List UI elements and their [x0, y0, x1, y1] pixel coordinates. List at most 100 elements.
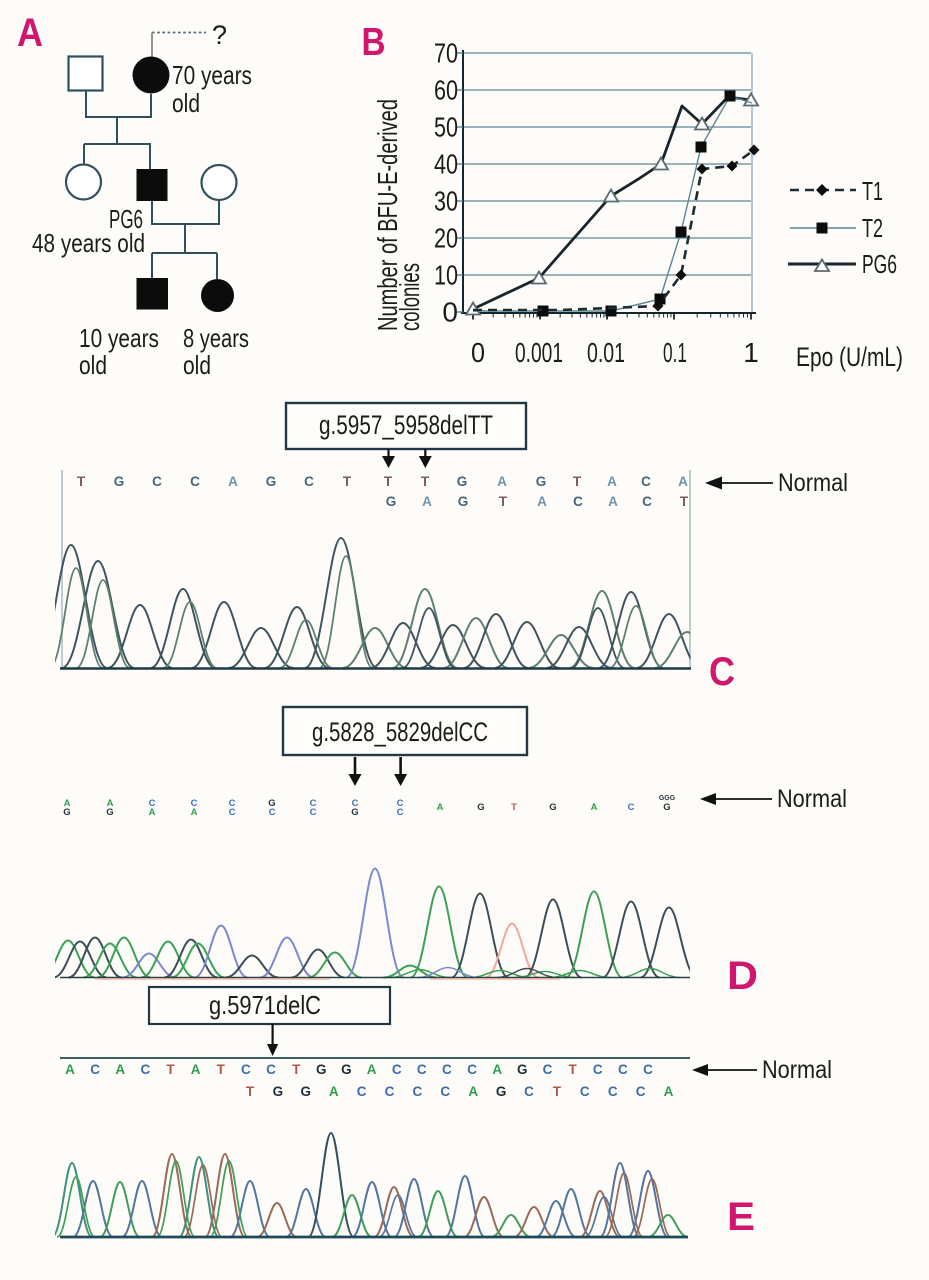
svg-text:GGG: GGG — [659, 795, 676, 802]
svg-text:G: G — [663, 802, 670, 813]
svg-text:A: A — [191, 1062, 201, 1077]
svg-text:T: T — [292, 1062, 301, 1077]
svg-text:60: 60 — [434, 75, 458, 106]
svg-text:G: G — [458, 494, 469, 509]
svg-text:A: A — [492, 1062, 502, 1077]
svg-text:10 years: 10 years — [79, 323, 159, 353]
svg-text:C: C — [241, 1062, 251, 1077]
svg-text:A: A — [664, 1084, 674, 1099]
svg-text:g.5971delC: g.5971delC — [209, 990, 321, 1020]
svg-text:C: C — [385, 1084, 395, 1099]
svg-text:C: C — [643, 1062, 653, 1077]
svg-text:C: C — [628, 802, 635, 813]
svg-text:C: C — [266, 1062, 276, 1077]
svg-text:Normal: Normal — [762, 1056, 832, 1084]
svg-text:PG6: PG6 — [862, 249, 897, 279]
svg-text:C: C — [467, 1062, 477, 1077]
svg-text:C: C — [642, 494, 652, 509]
svg-text:T: T — [343, 474, 352, 489]
svg-text:A: A — [65, 1062, 75, 1077]
svg-text:A: A — [678, 474, 688, 489]
svg-text:Number of BFU-E-derived: Number of BFU-E-derived — [372, 99, 403, 331]
svg-text:T: T — [680, 494, 689, 509]
svg-text:C: C — [608, 1084, 618, 1099]
svg-text:0.1: 0.1 — [663, 337, 687, 368]
svg-text:A: A — [422, 494, 432, 509]
svg-text:T: T — [553, 1084, 562, 1099]
svg-text:A: A — [149, 807, 156, 818]
svg-text:T: T — [384, 474, 393, 489]
svg-text:G: G — [477, 802, 484, 813]
svg-text:C: C — [152, 474, 162, 489]
svg-text:old: old — [183, 350, 211, 380]
svg-text:48 years old: 48 years old — [32, 228, 145, 258]
svg-text:C: C — [149, 798, 156, 809]
svg-text:A: A — [191, 807, 198, 818]
svg-text:C: C — [543, 1062, 553, 1077]
svg-text:C: C — [709, 650, 735, 694]
svg-text:70: 70 — [434, 38, 458, 69]
svg-text:D: D — [727, 954, 758, 998]
svg-text:E: E — [727, 1195, 755, 1239]
svg-text:T: T — [511, 802, 517, 813]
svg-text:C: C — [636, 1084, 646, 1099]
svg-text:T2: T2 — [862, 213, 883, 243]
svg-text:A: A — [329, 1084, 339, 1099]
svg-text:C: C — [641, 474, 651, 489]
svg-text:G: G — [549, 802, 556, 813]
svg-text:A: A — [64, 798, 71, 809]
svg-text:T: T — [421, 474, 430, 489]
svg-text:G: G — [316, 1062, 327, 1077]
svg-text:C: C — [269, 807, 276, 818]
svg-text:T: T — [499, 494, 508, 509]
svg-text:C: C — [229, 798, 236, 809]
svg-text:old: old — [172, 88, 200, 118]
svg-text:C: C — [397, 798, 404, 809]
svg-text:C: C — [524, 1084, 534, 1099]
svg-text:C: C — [397, 807, 404, 818]
svg-text:T: T — [246, 1084, 255, 1099]
svg-text:A: A — [107, 798, 114, 809]
svg-text:1: 1 — [743, 337, 759, 368]
svg-text:A: A — [591, 802, 598, 813]
svg-text:A: A — [607, 474, 617, 489]
svg-text:C: C — [304, 474, 314, 489]
svg-text:G: G — [536, 474, 547, 489]
svg-text:G: G — [457, 474, 468, 489]
svg-text:20: 20 — [434, 223, 458, 254]
svg-text:G: G — [273, 1084, 284, 1099]
svg-text:A: A — [17, 11, 43, 55]
svg-text:A: A — [437, 802, 444, 813]
svg-text:G: G — [386, 494, 397, 509]
svg-text:0: 0 — [442, 297, 458, 328]
svg-text:G: G — [301, 1084, 312, 1099]
svg-text:Normal: Normal — [777, 785, 847, 813]
svg-text:C: C — [310, 807, 317, 818]
svg-text:G: G — [496, 1084, 507, 1099]
svg-text:C: C — [442, 1062, 452, 1077]
svg-text:A: A — [497, 474, 507, 489]
svg-text:G: G — [266, 474, 277, 489]
svg-text:C: C — [417, 1062, 427, 1077]
svg-text:G: G — [341, 1062, 352, 1077]
svg-text:G: G — [114, 474, 125, 489]
svg-text:T: T — [217, 1062, 226, 1077]
svg-text:50: 50 — [434, 112, 458, 143]
svg-text:C: C — [90, 1062, 100, 1077]
svg-text:30: 30 — [434, 186, 458, 217]
svg-text:10: 10 — [434, 260, 458, 291]
svg-text:A: A — [115, 1062, 125, 1077]
svg-text:A: A — [537, 494, 547, 509]
svg-text:C: C — [310, 798, 317, 809]
svg-text:G: G — [351, 807, 358, 818]
svg-text:C: C — [618, 1062, 628, 1077]
svg-text:A: A — [468, 1084, 478, 1099]
svg-text:T1: T1 — [862, 176, 883, 206]
svg-text:C: C — [580, 1084, 590, 1099]
svg-text:G: G — [63, 807, 70, 818]
svg-text:C: C — [440, 1084, 450, 1099]
svg-text:8 years: 8 years — [183, 323, 249, 353]
svg-text:G: G — [268, 798, 275, 809]
svg-text:B: B — [362, 21, 386, 64]
svg-text:Epo (U/mL): Epo (U/mL) — [796, 342, 903, 372]
